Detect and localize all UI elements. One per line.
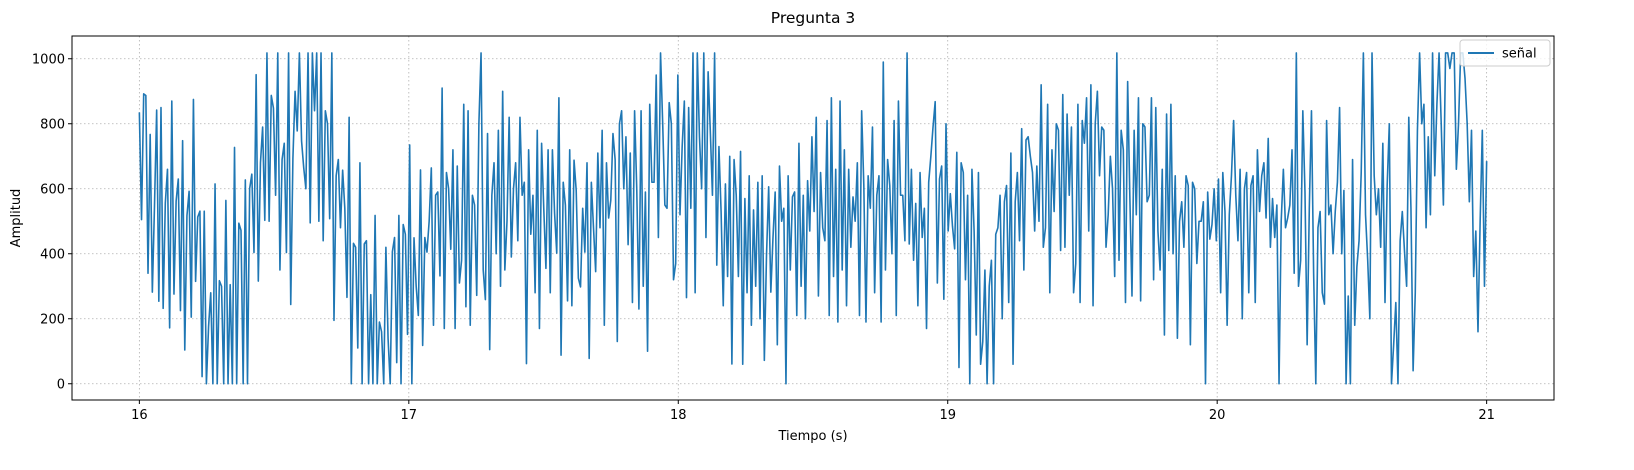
x-tick-label: 19	[939, 408, 956, 423]
y-tick-label: 400	[40, 247, 65, 262]
y-tick-label: 600	[40, 182, 65, 197]
x-axis-label: Tiempo (s)	[777, 429, 847, 444]
y-axis-label: Amplitud	[9, 189, 24, 248]
ticks: 16 17 18 19 20 21 0 200 400 600 800 1000	[32, 52, 1495, 423]
chart-title: Pregunta 3	[771, 9, 856, 27]
x-tick-label: 18	[670, 408, 687, 423]
series-line	[138, 52, 1488, 385]
y-tick-label: 1000	[32, 52, 65, 67]
x-tick-label: 21	[1478, 408, 1495, 423]
legend-label: señal	[1502, 47, 1537, 62]
series-layer	[138, 52, 1488, 385]
y-tick-label: 0	[57, 377, 65, 392]
y-tick-label: 800	[40, 117, 65, 132]
legend-box	[1459, 39, 1551, 67]
legend: señal	[1459, 39, 1551, 67]
x-tick-label: 20	[1209, 408, 1226, 423]
x-tick-label: 17	[401, 408, 418, 423]
y-tick-label: 200	[40, 312, 65, 327]
plot-frame	[71, 35, 1555, 401]
x-tick-label: 16	[131, 408, 148, 423]
